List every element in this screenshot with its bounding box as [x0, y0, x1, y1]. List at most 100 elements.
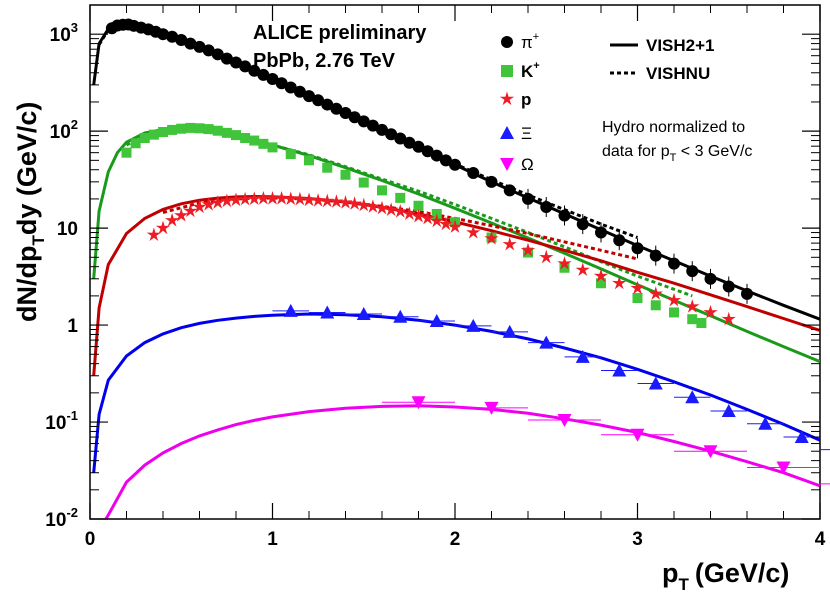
- data-point: [421, 145, 434, 158]
- data-point: [703, 445, 718, 459]
- y-tick-label: 10-2: [45, 505, 78, 531]
- legend-label: Ξ: [521, 124, 532, 143]
- data-point: [312, 94, 325, 107]
- data-point: [403, 136, 416, 149]
- data-point: [503, 184, 516, 197]
- data-point: [374, 200, 390, 215]
- data-point: [184, 37, 197, 50]
- data-point: [612, 363, 627, 377]
- data-point: [167, 124, 178, 135]
- data-point: [502, 236, 517, 251]
- data-point: [420, 210, 435, 225]
- data-point: [649, 249, 662, 262]
- data-point: [338, 195, 353, 209]
- data-point: [176, 123, 187, 134]
- data-point: [304, 155, 314, 166]
- data-point: [174, 208, 189, 222]
- hydro-note-line2: data for pT < 3 GeV/c: [602, 143, 752, 164]
- data-point: [395, 192, 406, 203]
- data-point: [157, 28, 169, 41]
- x-axis-title: pT (GeV/c): [662, 558, 789, 594]
- data-point: [155, 220, 171, 235]
- data-point: [502, 324, 517, 338]
- data-point: [402, 206, 417, 220]
- data-point: [348, 111, 361, 124]
- data-point: [384, 202, 399, 216]
- data-point: [559, 262, 570, 273]
- system-label: PbPb, 2.76 TeV: [253, 50, 396, 72]
- data-point: [721, 403, 736, 417]
- data-point: [466, 318, 481, 332]
- hydro-note-line1: Hydro normalized to: [602, 119, 745, 136]
- data-point: [339, 106, 352, 119]
- legend-marker: [500, 158, 514, 171]
- data-point: [329, 194, 344, 208]
- y-tick-label-exp: 3: [71, 20, 78, 35]
- data-point: [484, 231, 499, 245]
- data-point: [193, 40, 206, 53]
- data-point: [632, 293, 643, 304]
- data-point: [485, 175, 498, 188]
- hydro-note-line2-sub: T: [670, 152, 677, 164]
- y-axis-title-part1: dN/dp: [12, 246, 42, 322]
- data-point: [283, 303, 298, 317]
- data-point: [669, 307, 679, 318]
- y-tick-label: 10: [57, 219, 78, 240]
- data-point: [703, 304, 718, 319]
- data-points: [105, 18, 830, 485]
- data-point: [650, 300, 661, 311]
- curve-vishnu: [97, 24, 639, 239]
- y-axis-title: dN/dpTdy (GeV/c): [12, 102, 48, 322]
- data-point: [558, 209, 571, 222]
- curve-vishnu: [125, 129, 693, 298]
- data-point: [596, 278, 606, 289]
- data-point: [320, 193, 335, 208]
- data-point: [630, 428, 645, 442]
- y-tick-label-base: 10: [45, 510, 66, 531]
- data-point: [238, 191, 253, 206]
- data-point: [192, 199, 207, 214]
- data-point: [347, 196, 362, 210]
- data-point: [228, 192, 244, 207]
- data-point: [202, 44, 215, 57]
- data-point: [575, 262, 590, 276]
- data-point: [449, 158, 461, 171]
- x-tick-label: 2: [450, 529, 461, 550]
- x-axis-title-unit: (GeV/c): [695, 558, 790, 588]
- y-tick-label: 1: [67, 316, 78, 337]
- data-point: [394, 132, 407, 145]
- data-point: [696, 318, 707, 329]
- data-point: [613, 234, 626, 247]
- legend-vishnu-label: VISHNU: [646, 64, 710, 83]
- y-tick-label-base: 10: [45, 413, 66, 434]
- data-point: [146, 227, 161, 241]
- data-point: [631, 242, 644, 255]
- data-point: [358, 177, 369, 188]
- x-tick-label: 3: [632, 529, 643, 550]
- data-point: [467, 167, 480, 180]
- hydro-note-line2-post: < 3 GeV/c: [676, 143, 752, 160]
- data-point: [247, 191, 262, 205]
- legend-label-name: K: [521, 62, 534, 81]
- data-point: [239, 60, 252, 73]
- data-point: [284, 81, 297, 94]
- legend-label-name: Ω: [521, 155, 534, 174]
- data-point: [240, 132, 251, 143]
- legend-label-sup: +: [533, 60, 539, 72]
- data-point: [540, 201, 553, 214]
- data-point: [219, 193, 234, 208]
- data-point: [266, 73, 279, 86]
- hydro-note-line2-pre: data for p: [602, 143, 670, 160]
- legend-label: p: [521, 90, 531, 109]
- data-point: [576, 218, 589, 231]
- data-point: [447, 219, 463, 233]
- data-point: [231, 130, 241, 141]
- x-tick-label: 0: [85, 529, 96, 550]
- data-point: [686, 265, 699, 278]
- curve-vish2p1: [92, 312, 820, 473]
- data-point: [265, 191, 280, 205]
- data-point: [293, 85, 306, 98]
- data-point: [630, 280, 645, 295]
- plot-frame: [89, 4, 821, 520]
- data-point: [220, 52, 233, 65]
